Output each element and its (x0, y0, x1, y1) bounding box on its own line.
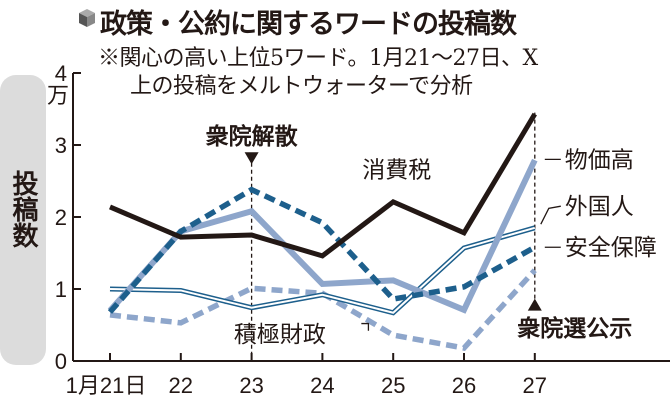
y-tick-label: 3 (55, 133, 67, 158)
series-label: 安全保障 (565, 235, 657, 261)
y-axis-label-box: 投稿数 (0, 75, 46, 365)
series-3 (107, 186, 537, 314)
series-label-leader (361, 322, 370, 331)
chart-subtitle-line2: 上の投稿をメルトウォーターで分析 (130, 74, 473, 99)
y-tick-label: 2 (55, 205, 67, 230)
cube-icon (79, 9, 95, 27)
series-line (109, 112, 537, 259)
x-tick-label: 26 (452, 373, 476, 398)
chart-title: 政策・公約に関するワードの投稿数 (100, 9, 517, 40)
x-tick-label: 22 (169, 373, 193, 398)
y-tick-label: 0 (55, 349, 67, 374)
x-tick-label: 24 (310, 373, 334, 398)
series-label: 積極財政 (234, 322, 326, 348)
y-unit-label: 万 (47, 83, 69, 108)
annotation-label: 衆院選公示 (517, 315, 632, 342)
y-tick-label: 4 (55, 61, 67, 86)
x-tick-label: 27 (523, 373, 547, 398)
series-label: 物価高 (565, 147, 634, 173)
series-0 (109, 112, 537, 259)
x-tick-label: 1月21日 (66, 373, 147, 398)
annotation-label: 衆院解散 (206, 123, 298, 150)
series-label-leader (540, 205, 561, 225)
x-tick-label: 23 (239, 373, 263, 398)
series-label: 消費税 (362, 157, 431, 183)
y-axis-label: 投稿数 (8, 170, 38, 248)
up-triangle-marker (527, 298, 542, 311)
chart-subtitle-line1: ※関心の高い上位5ワード。1月21～27日、X (98, 46, 538, 71)
down-triangle-marker (244, 152, 259, 165)
y-tick-label: 1 (55, 277, 67, 302)
x-tick-label: 25 (381, 373, 405, 398)
series-label: 外国人 (565, 194, 634, 220)
series-2 (109, 225, 536, 316)
